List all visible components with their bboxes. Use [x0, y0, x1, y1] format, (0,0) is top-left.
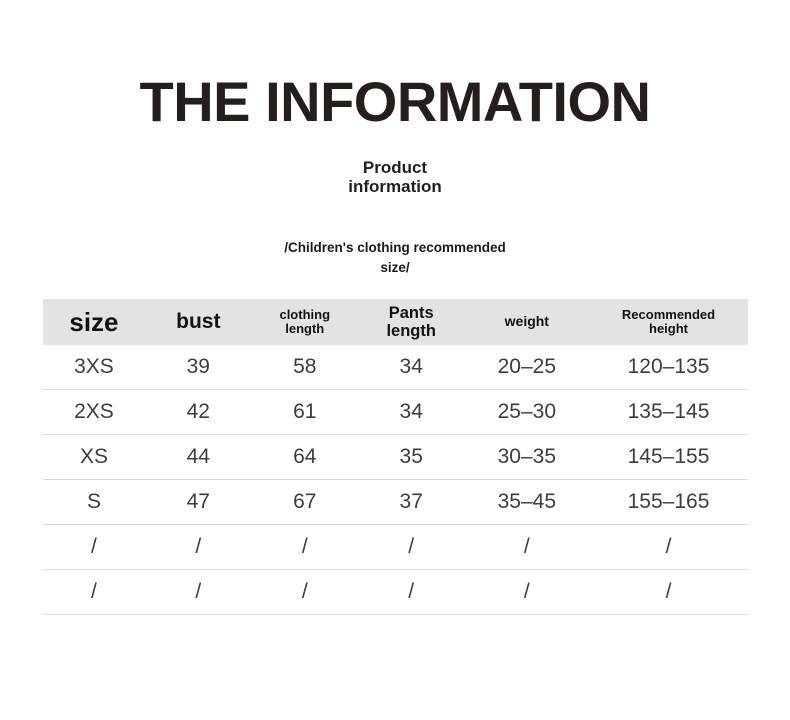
table-cell: / — [408, 580, 415, 604]
table-cell: 39 — [186, 355, 210, 379]
table-cell: 37 — [399, 490, 423, 514]
table-cell: / — [301, 580, 308, 604]
page-title: THE INFORMATION — [139, 70, 651, 133]
column-header-size: size — [69, 306, 119, 337]
table-cell: 64 — [293, 445, 317, 469]
table-cell: / — [301, 535, 308, 559]
table-cell: 2XS — [74, 400, 114, 424]
table-row: / / / / / / — [42, 570, 748, 616]
table-cell: 44 — [186, 445, 210, 469]
product-information-subtitle: Product information — [348, 158, 442, 197]
table-cell: 135–145 — [627, 400, 710, 424]
table-cell: / — [665, 535, 672, 559]
table-cell: / — [665, 580, 672, 604]
size-chart-table: size bust clothing length Pants length weigh… — [42, 299, 748, 616]
table-cell: / — [523, 580, 530, 604]
column-header-pants-length: Pants length — [386, 303, 436, 341]
column-header-bust: bust — [176, 310, 221, 334]
table-cell: 3XS — [74, 355, 114, 379]
table-cell: 35–45 — [497, 490, 557, 514]
table-cell: 120–135 — [627, 355, 710, 379]
table-row: 3XS 39 58 34 20–25 120–135 — [42, 345, 748, 391]
table-row: 2XS 42 61 34 25–30 135–145 — [42, 390, 748, 436]
table-cell: 67 — [293, 490, 317, 514]
column-header-clothing-length: clothing length — [279, 306, 331, 337]
table-cell: 20–25 — [497, 355, 557, 379]
table-cell: 145–155 — [627, 445, 710, 469]
table-cell: 61 — [293, 400, 317, 424]
table-cell: / — [91, 580, 97, 604]
table-cell: 30–35 — [497, 445, 557, 469]
table-cell: / — [91, 535, 97, 559]
table-cell: / — [195, 580, 202, 604]
table-row: / / / / / / — [42, 525, 748, 571]
table-cell: 58 — [293, 355, 317, 379]
table-cell: XS — [79, 445, 108, 469]
column-header-recommended-height: Recommended height — [621, 306, 716, 337]
table-row: S 47 67 37 35–45 155–165 — [42, 480, 748, 526]
table-cell: S — [86, 490, 101, 514]
table-cell: 34 — [399, 355, 423, 379]
table-row: XS 44 64 35 30–35 145–155 — [42, 435, 748, 481]
product-info-page: THE INFORMATION Product information /Chi… — [0, 74, 790, 720]
table-header-row: size bust clothing length Pants length weigh… — [42, 299, 748, 346]
table-body: 3XS 39 58 34 20–25 120–135 2XS 42 61 34 25–30 135–1… — [42, 345, 748, 616]
table-cell: 155–165 — [627, 490, 710, 514]
table-cell: / — [408, 535, 415, 559]
column-header-weight: weight — [504, 313, 549, 330]
table-cell: 35 — [399, 445, 423, 469]
table-cell: / — [523, 535, 530, 559]
table-cell: 34 — [399, 400, 423, 424]
table-cell: 42 — [186, 400, 210, 424]
table-cell: 47 — [186, 490, 210, 514]
table-cell: / — [195, 535, 202, 559]
table-cell: 25–30 — [497, 400, 557, 424]
recommended-size-caption: /Children's clothing recommended size/ — [284, 240, 506, 275]
